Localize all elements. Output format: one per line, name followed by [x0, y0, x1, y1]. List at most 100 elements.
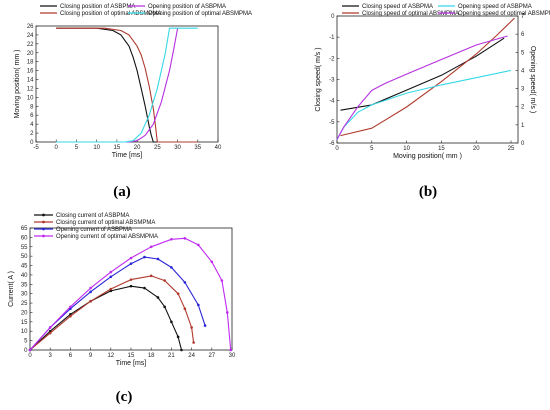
- data-point: [163, 279, 166, 282]
- y-tick-label: 6: [30, 113, 34, 119]
- y-tick-label: 26: [27, 24, 34, 30]
- x-tick-label: 35: [194, 145, 201, 151]
- plot-frame: [336, 15, 519, 144]
- y-tick-label: -4: [329, 99, 335, 105]
- series-line-4: [29, 237, 232, 351]
- y-tick-label: 2: [30, 131, 34, 137]
- data-point: [69, 314, 72, 318]
- x-tick-label: 10: [403, 146, 410, 152]
- data-point: [192, 341, 195, 344]
- y-tick-label: 8: [30, 104, 34, 110]
- y2-tick-label: 1: [521, 123, 525, 129]
- series-line-4: [336, 35, 508, 140]
- legend-label: Closing current of ASBPMA: [56, 213, 129, 219]
- y-tick-label: 14: [27, 78, 34, 84]
- x-tick-label: 20: [473, 146, 480, 152]
- legend-label: Closing speed of optimal ABSMPMA: [362, 11, 459, 17]
- data-point: [203, 324, 207, 327]
- y-tick-label: 0: [24, 348, 28, 354]
- x-tick-label: 15: [114, 145, 121, 151]
- x-axis-label: Time [ms]: [116, 360, 147, 367]
- data-point: [210, 260, 214, 264]
- y-tick-label: 60: [21, 235, 28, 241]
- data-point: [143, 286, 146, 290]
- legend-marker: [42, 213, 45, 217]
- legend-label: Opening current of ASBPMA: [56, 227, 132, 233]
- data-point: [48, 326, 52, 329]
- x-tick-label: -5: [33, 145, 39, 151]
- x-tick-label: 30: [174, 145, 181, 151]
- y-tick-label: 65: [21, 226, 28, 232]
- legend-marker: [42, 220, 45, 224]
- legend-label: Opening speed of ASBPMA: [458, 4, 532, 10]
- data-point: [170, 237, 173, 241]
- data-point: [197, 243, 200, 247]
- y-axis-label: Moving position( mm ): [14, 50, 21, 119]
- y-tick-label: 55: [21, 245, 28, 251]
- data-point: [129, 284, 133, 288]
- data-point: [149, 245, 153, 249]
- y-tick-label: 5: [24, 339, 28, 345]
- data-point: [89, 290, 92, 294]
- data-point: [183, 237, 187, 240]
- y-tick-label: 16: [27, 69, 34, 75]
- y-tick-label: 12: [27, 86, 34, 92]
- panel-a-caption: (a): [113, 184, 131, 200]
- legend-label: Closing position of ASBPMA: [60, 4, 135, 10]
- x-tick-label: 40: [215, 145, 222, 151]
- y-tick-label: 50: [21, 254, 28, 260]
- y-tick-label: 35: [21, 282, 28, 288]
- x-tick-label: 0: [335, 146, 339, 152]
- y-tick-label: 40: [21, 273, 28, 279]
- series-line-1: [29, 285, 183, 351]
- series-line-1: [340, 37, 505, 111]
- legend-marker: [42, 234, 45, 238]
- y-axis-label: Closing speed( m/s ): [315, 47, 322, 111]
- data-point: [170, 266, 173, 269]
- chart-a: -5 0 5 10 15 20 25 30 35 400246810121416182022242…: [14, 4, 252, 159]
- y2-tick-label: 4: [521, 68, 525, 74]
- legend-label: Opening current of optimal ABSMPMA: [56, 234, 158, 240]
- series-line-2: [29, 275, 195, 351]
- y2-tick-label: 3: [521, 87, 525, 93]
- data-point: [176, 335, 180, 339]
- legend-marker: [42, 227, 45, 231]
- data-point: [220, 279, 224, 282]
- data-point: [89, 286, 92, 290]
- x-tick-label: 20: [134, 145, 141, 151]
- data-point: [225, 311, 229, 314]
- data-point: [229, 348, 232, 352]
- plot-frame: [29, 227, 233, 351]
- y-tick-label: 30: [21, 292, 28, 298]
- series-line-3: [336, 69, 512, 140]
- y-tick-label: 10: [27, 95, 34, 101]
- data-point: [149, 274, 153, 278]
- legend-label: Closing current of optimal ABSMPMA: [56, 220, 155, 226]
- y-tick-label: 20: [27, 51, 34, 57]
- y2-tick-label: 7: [521, 14, 525, 20]
- data-point: [163, 305, 166, 309]
- data-point: [183, 307, 187, 311]
- y-axis-label: Current( A ): [8, 271, 15, 307]
- x-tick-label: 3: [49, 353, 53, 359]
- x-tick-label: 18: [148, 353, 155, 359]
- legend-label: Closing position of optimal ABSMPMA: [60, 11, 161, 17]
- y2-axis-label: Opening speed( m/s ): [529, 46, 536, 113]
- y-tick-label: 4: [30, 122, 34, 128]
- x-tick-label: 25: [154, 145, 161, 151]
- chart-b: 0 5 10 15 20 25 -6 -5 -4 -3 -2 -1 0 0 1 2 3 4 5 6 7 Moving po…: [315, 4, 550, 160]
- data-point: [190, 326, 193, 329]
- x-tick-label: 10: [93, 145, 100, 151]
- x-tick-label: 24: [188, 353, 195, 359]
- y-tick-label: -1: [329, 35, 335, 41]
- x-axis-label: Moving position( mm ): [393, 153, 462, 160]
- x-tick-label: 5: [370, 146, 374, 152]
- y-tick-label: 0: [30, 140, 34, 146]
- panel-b-caption: (b): [419, 184, 437, 200]
- legend-label: Closing speed of ASBPMA: [362, 4, 433, 10]
- data-point: [197, 303, 200, 307]
- y2-tick-label: 0: [521, 141, 525, 147]
- y-tick-label: 20: [21, 310, 28, 316]
- y-tick-label: 25: [21, 301, 28, 307]
